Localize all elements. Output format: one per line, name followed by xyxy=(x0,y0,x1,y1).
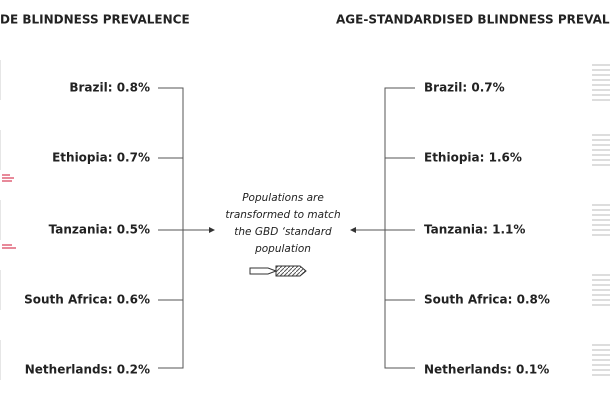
decorative-pyramids xyxy=(0,60,610,380)
right-item: Ethiopia: 1.6% xyxy=(424,151,522,165)
left-item: Netherlands: 0.2% xyxy=(25,363,150,377)
transform-icon xyxy=(249,265,307,277)
center-note: Populations are xyxy=(242,192,324,204)
left-header: DE BLINDNESS PREVALENCE xyxy=(0,13,190,27)
left-item: Tanzania: 0.5% xyxy=(49,223,150,237)
center-note: population xyxy=(254,243,311,255)
right-header: AGE-STANDARDISED BLINDNESS PREVALE xyxy=(336,13,610,27)
left-item: Brazil: 0.8% xyxy=(69,81,150,95)
right-item: Tanzania: 1.1% xyxy=(424,223,525,237)
center-note: the GBD ‘standard xyxy=(234,226,332,238)
right-item: Netherlands: 0.1% xyxy=(424,363,549,377)
right-bracket xyxy=(384,87,415,369)
left-bracket xyxy=(158,87,184,369)
right-item: South Africa: 0.8% xyxy=(424,293,550,307)
left-item: South Africa: 0.6% xyxy=(24,293,150,307)
center-note: transformed to match xyxy=(225,209,340,221)
right-item: Brazil: 0.7% xyxy=(424,81,505,95)
left-item: Ethiopia: 0.7% xyxy=(52,151,150,165)
